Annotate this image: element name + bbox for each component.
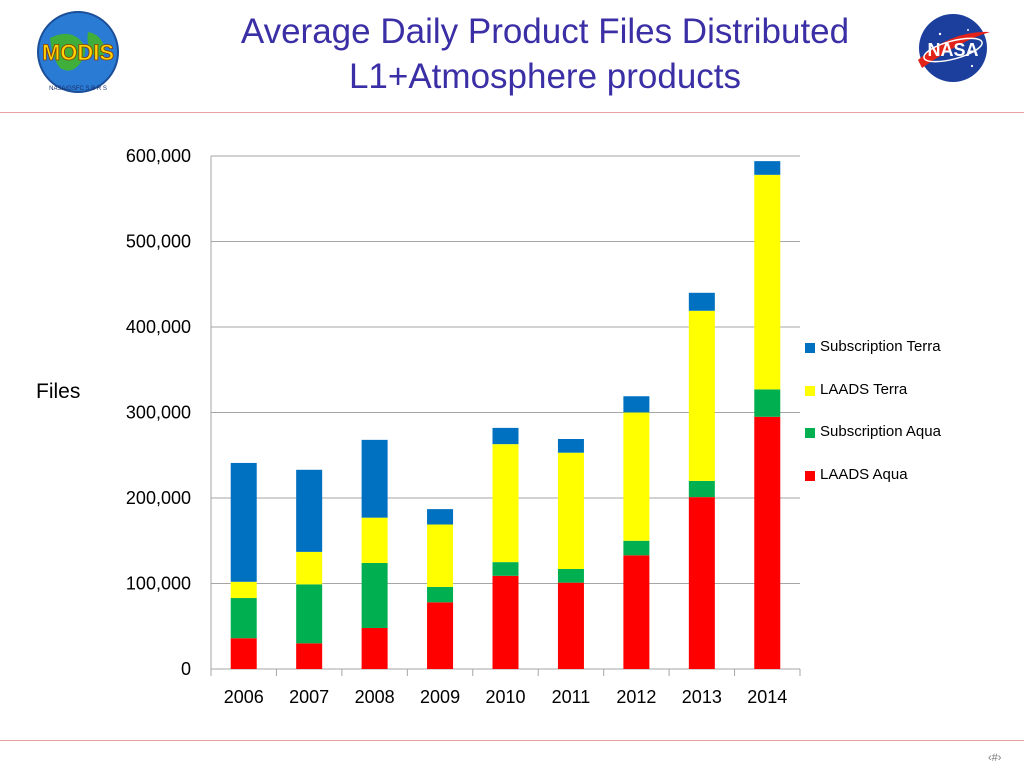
y-tick-label: 300,000 (126, 403, 191, 423)
bar-subscription-terra-2006 (230, 462, 257, 582)
bar-subscription-terra-2014 (754, 161, 781, 175)
x-tick-label: 2011 (552, 687, 591, 707)
slide-number: ‹#› (988, 752, 1002, 764)
bar-laads-terra-2010 (492, 444, 519, 563)
legend-swatch (805, 470, 815, 481)
bar-laads-aqua-2011 (557, 582, 584, 669)
bar-subscription-terra-2009 (427, 509, 454, 525)
y-tick-label: 500,000 (126, 232, 191, 252)
bar-laads-aqua-2012 (623, 555, 650, 669)
bar-laads-terra-2009 (427, 524, 454, 587)
bar-laads-aqua-2014 (754, 416, 781, 669)
bar-subscription-aqua-2011 (557, 568, 584, 583)
legend-label: Subscription Aqua (820, 423, 941, 440)
axis-layer: 0 100,000 200,000 300,000 400,000 500,000 600,… (126, 146, 801, 707)
legend-item-subscription-aqua: Subscription Aqua (805, 423, 941, 466)
bar-laads-aqua-2006 (230, 638, 257, 669)
stacked-bar-chart: 0 100,000 200,000 300,000 400,000 500,000 600,… (126, 146, 801, 707)
page-title-line-1: Average Daily Product Files Distributed (240, 12, 850, 51)
nasa-logo: NASA (918, 14, 990, 82)
bar-laads-aqua-2007 (296, 643, 323, 669)
bar-laads-aqua-2013 (688, 497, 715, 669)
legend-item-subscription-terra: Subscription Terra (805, 338, 941, 381)
header-divider (0, 112, 1024, 113)
modis-logo-text: MODIS (42, 40, 114, 65)
legend-swatch (805, 343, 815, 353)
chart-legend: Subscription Terra LAADS Terra Subscriptio… (805, 338, 941, 508)
legend-label: LAADS Aqua (820, 465, 908, 483)
y-tick-label: 400,000 (126, 317, 191, 337)
y-tick-label: 0 (181, 659, 191, 679)
legend-item-laads-aqua: LAADS Aqua (805, 466, 941, 509)
y-axis-label: Files (36, 380, 81, 403)
bar-subscription-terra-2010 (492, 427, 519, 445)
legend-label: Subscription Terra (820, 338, 941, 355)
x-tick-label: 2010 (485, 687, 525, 707)
x-tick-label: 2014 (747, 687, 787, 707)
bar-laads-aqua-2008 (361, 627, 388, 669)
bar-subscription-terra-2007 (296, 469, 323, 552)
y-tick-label: 100,000 (126, 574, 191, 594)
x-tick-label: 2013 (682, 687, 722, 707)
bar-subscription-aqua-2010 (492, 562, 519, 576)
bar-subscription-terra-2012 (623, 396, 650, 413)
bar-subscription-aqua-2012 (623, 540, 650, 556)
nasa-logo-text: NASA (927, 40, 978, 60)
bar-subscription-aqua-2006 (230, 598, 257, 639)
bar-subscription-terra-2013 (688, 292, 715, 311)
legend-item-laads-terra: LAADS Terra (805, 381, 941, 424)
bar-subscription-aqua-2008 (361, 562, 388, 628)
bar-laads-terra-2008 (361, 517, 388, 563)
y-tick-label: 200,000 (126, 488, 191, 508)
legend-swatch (805, 385, 815, 396)
bar-laads-aqua-2009 (427, 602, 454, 669)
page-title-line-2: L1+Atmosphere products (348, 57, 742, 96)
bar-laads-terra-2007 (296, 551, 323, 585)
bar-laads-terra-2013 (688, 310, 715, 481)
x-tick-label: 2012 (616, 687, 656, 707)
legend-label: LAADS Terra (820, 380, 908, 398)
x-tick-label: 2006 (224, 687, 264, 707)
bar-layer (230, 161, 781, 669)
x-tick-label: 2007 (289, 687, 329, 707)
bar-laads-terra-2014 (754, 174, 781, 390)
bar-subscription-aqua-2007 (296, 584, 323, 644)
bar-subscription-aqua-2013 (688, 480, 715, 498)
x-tick-label: 2008 (355, 687, 395, 707)
footer-divider (0, 740, 1024, 741)
bar-laads-terra-2011 (557, 452, 584, 569)
bar-subscription-terra-2011 (557, 439, 584, 453)
bar-laads-aqua-2010 (492, 575, 519, 669)
bar-laads-terra-2012 (623, 412, 650, 541)
bar-subscription-aqua-2014 (754, 389, 781, 417)
y-tick-label: 600,000 (126, 146, 191, 166)
bar-subscription-terra-2008 (361, 439, 388, 518)
modis-logo: MODIS NASA/GSFC S B R S (37, 11, 119, 93)
bar-subscription-aqua-2009 (427, 586, 454, 603)
x-tick-label: 2009 (420, 687, 460, 707)
bar-laads-terra-2006 (230, 581, 257, 599)
modis-ring-text: NASA/GSFC S B R S (49, 86, 107, 92)
legend-swatch (805, 428, 815, 438)
